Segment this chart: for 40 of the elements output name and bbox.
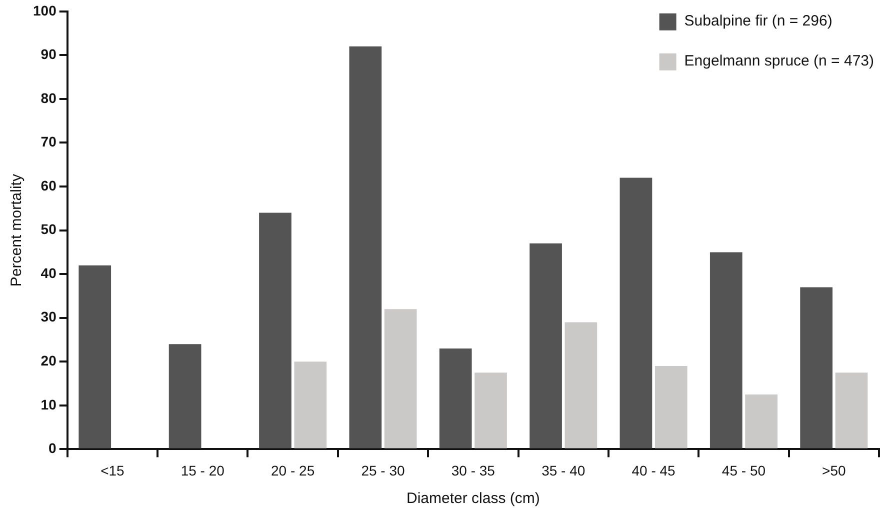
x-axis-title: Diameter class (cm) xyxy=(406,490,540,508)
x-tick-label: 35 - 40 xyxy=(542,462,586,478)
legend-label: Engelmann spruce (n = 473) xyxy=(684,52,874,70)
bar xyxy=(474,372,507,448)
y-tick-label: 30 xyxy=(40,308,57,325)
x-tick-label: 20 - 25 xyxy=(271,462,315,478)
bar xyxy=(564,322,598,448)
bar xyxy=(620,178,652,448)
bar xyxy=(349,46,382,448)
bar xyxy=(800,287,832,448)
bar xyxy=(835,372,868,448)
y-tick-label: 50 xyxy=(40,221,57,238)
x-tick-label: 30 - 35 xyxy=(451,462,496,478)
bar xyxy=(654,366,688,448)
y-axis-title: Percent mortality xyxy=(8,174,26,287)
bar xyxy=(294,362,327,448)
y-tick-label: 40 xyxy=(40,264,57,281)
bar xyxy=(745,394,778,448)
y-tick-label: 0 xyxy=(48,440,57,456)
bar xyxy=(710,252,742,448)
x-tick-label: 40 - 45 xyxy=(632,462,676,478)
legend-label: Subalpine fir (n = 296) xyxy=(684,12,832,30)
y-tick-label: 100 xyxy=(33,2,57,18)
y-tick-label: 60 xyxy=(40,177,57,194)
y-tick-label: 20 xyxy=(40,352,57,368)
y-tick-label: 80 xyxy=(40,90,57,106)
x-tick-label: 45 - 50 xyxy=(722,462,766,478)
y-tick-label: 90 xyxy=(40,46,57,62)
y-tick-label: 10 xyxy=(40,396,57,412)
bar xyxy=(168,344,202,448)
bar xyxy=(439,348,472,448)
bar xyxy=(384,309,417,448)
bar xyxy=(530,243,562,448)
bar xyxy=(78,265,112,448)
bar xyxy=(259,212,292,448)
y-tick-label: 70 xyxy=(40,134,57,150)
x-tick-label: 15 - 20 xyxy=(180,462,225,478)
x-tick-label: >50 xyxy=(822,462,846,478)
x-tick-label: <15 xyxy=(100,462,125,478)
x-tick-label: 25 - 30 xyxy=(361,462,405,478)
